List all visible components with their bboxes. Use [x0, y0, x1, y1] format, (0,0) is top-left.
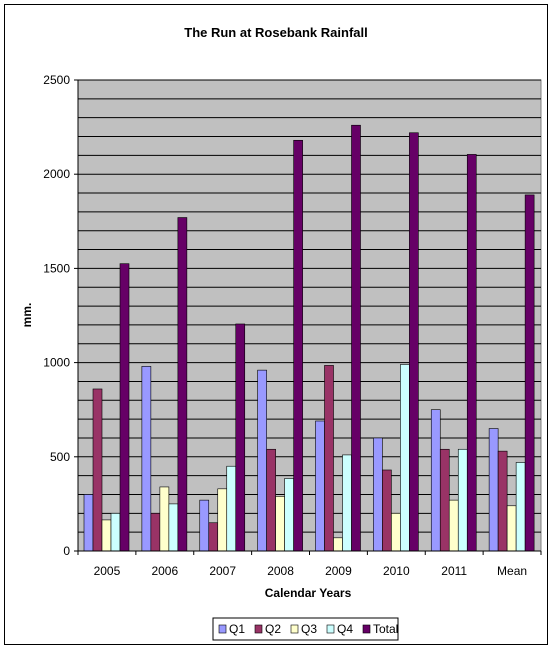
bar-q4-2007 [226, 465, 237, 552]
bar-q4-2010 [400, 364, 410, 552]
y-tick-label: 1500 [43, 261, 70, 275]
y-axis-ticks: 0 500 1000 1500 2000 2500 [43, 73, 78, 558]
legend-label-q4: Q4 [337, 622, 353, 636]
bar-q3-2006 [159, 486, 170, 552]
legend-swatch-q1 [218, 624, 227, 634]
bar-q2-2007 [208, 522, 219, 552]
bar-q4-2006 [168, 503, 179, 552]
legend: Q1 Q2 Q3 Q4 Total [212, 617, 399, 641]
x-tick-label: 2008 [267, 564, 294, 578]
y-tick-label: 2000 [43, 167, 70, 181]
bar-q3-mean [506, 505, 517, 552]
legend-swatch-total [362, 624, 371, 634]
y-axis-title: mm. [20, 303, 34, 328]
legend-label-total: Total [373, 622, 398, 636]
bar-q1-2007 [199, 499, 210, 552]
bar-q2-mean [497, 450, 508, 552]
x-tick-label: 2007 [209, 564, 236, 578]
x-tick-label: 2010 [383, 564, 410, 578]
legend-label-q1: Q1 [229, 622, 245, 636]
y-tick-label: 1000 [43, 356, 70, 370]
bar-q3-2007 [217, 488, 228, 552]
bar-q1-2006 [141, 366, 152, 552]
legend-label-q3: Q3 [301, 622, 317, 636]
bar-q4-2008 [284, 478, 294, 552]
x-axis-title: Calendar Years [265, 586, 352, 600]
bar-q3-2008 [275, 496, 285, 552]
bar-total-2008 [293, 139, 303, 552]
bar-q1-mean [488, 428, 499, 552]
bar-q4-mean [515, 462, 526, 552]
x-tick-label: 2005 [94, 564, 121, 578]
bar-q1-2010 [373, 437, 383, 552]
legend-swatch-q2 [254, 624, 263, 634]
bar-q3-2010 [391, 513, 401, 552]
bar-q2-2009 [324, 365, 334, 552]
legend-box [212, 617, 399, 641]
legend-swatch-q4 [326, 624, 335, 634]
x-tick-label: 2009 [325, 564, 352, 578]
legend-label-q2: Q2 [265, 622, 281, 636]
bar-total-2010 [409, 132, 419, 552]
bar-total-2005 [119, 263, 130, 552]
x-tick-label: Mean [497, 564, 527, 578]
bar-q1-2008 [257, 369, 267, 552]
bar-q1-2005 [83, 494, 94, 552]
bar-q4-2011 [457, 448, 468, 552]
chart-title: The Run at Rosebank Rainfall [184, 25, 367, 40]
y-tick-label: 2500 [43, 73, 70, 87]
bar-q3-2009 [333, 537, 343, 552]
y-tick-label: 0 [63, 544, 70, 558]
bars [83, 124, 535, 552]
bar-q2-2005 [92, 388, 103, 552]
bar-q3-2005 [101, 519, 112, 552]
bar-total-mean [524, 194, 535, 552]
x-axis-ticks: 2005 2006 2007 2008 2009 2010 2011 Mean [77, 551, 542, 578]
bar-q1-2009 [315, 420, 325, 552]
x-tick-label: 2006 [151, 564, 178, 578]
bar-total-2007 [235, 323, 246, 552]
bar-total-2006 [177, 217, 188, 552]
bar-q2-2006 [150, 513, 161, 552]
legend-swatch-q3 [290, 624, 299, 634]
bar-total-2011 [466, 154, 477, 552]
bar-q2-2011 [439, 448, 450, 552]
bar-q1-2011 [430, 409, 441, 552]
bar-q4-2009 [342, 454, 352, 552]
bar-q2-2010 [382, 469, 392, 552]
y-tick-label: 500 [50, 450, 70, 464]
bar-q4-2005 [110, 513, 121, 552]
bar-total-2009 [351, 124, 361, 552]
bar-q3-2011 [448, 499, 459, 552]
bar-q2-2008 [266, 448, 276, 552]
legend-items: Q1 Q2 Q3 Q4 Total [218, 622, 398, 636]
x-tick-label: 2011 [441, 564, 467, 578]
